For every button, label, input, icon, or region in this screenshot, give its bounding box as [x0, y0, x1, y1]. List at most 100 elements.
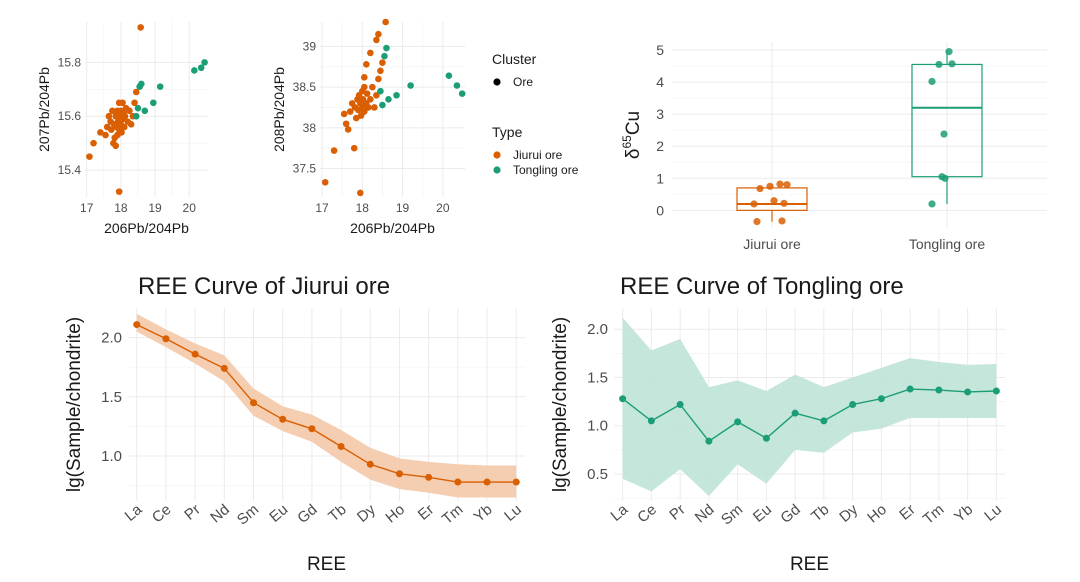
chart-title: REE Curve of Tongling ore: [620, 273, 904, 300]
jiurui-point: [109, 107, 116, 115]
x-tick-label-er: Er: [415, 501, 437, 524]
jiurui-point: [108, 126, 115, 133]
jiurui-point: [346, 108, 354, 115]
x-tick-label-dy: Dy: [354, 501, 379, 526]
x-tick-label-pr: Pr: [666, 501, 688, 524]
y-axis-title: 207Pb/204Pb: [36, 67, 52, 152]
x-axis-title: 206Pb/204Pb: [104, 220, 189, 236]
y-tick-label: 15.8: [58, 55, 82, 69]
jiurui-point: [127, 121, 135, 128]
jiurui-point: [379, 59, 386, 66]
ree-point-eu: [762, 434, 770, 442]
y-tick-label: 1: [656, 170, 664, 186]
ree-point-yb: [483, 478, 491, 486]
x-tick-label-eu: Eu: [750, 501, 775, 526]
ree-point-la: [133, 321, 141, 329]
x-axis-title: REE: [307, 554, 346, 575]
tongling-point: [377, 87, 384, 95]
ree-jiurui-panel: 1.0 1.5 2.0 La Ce Pr Nd Sm Eu Gd Tb Dy Ho Er Tm Yb Lu REE…: [64, 273, 525, 575]
y-axis-title-sup: 65: [620, 135, 634, 149]
jiurui-point: [780, 199, 788, 207]
ree-point-yb: [964, 388, 972, 396]
jiurui-point: [770, 197, 778, 205]
mean-line: [622, 388, 997, 443]
chart-title: REE Curve of Jiurui ore: [138, 273, 390, 300]
tongling-point: [928, 77, 936, 86]
x-tick-label: 20: [436, 201, 450, 215]
x-tick-label: 18: [356, 201, 370, 215]
jiurui-point: [753, 217, 761, 226]
y-axis-title: 208Pb/204Pb: [271, 67, 287, 152]
x-tick-label-tm: Tm: [439, 501, 467, 528]
x-tick-label-ce: Ce: [634, 501, 660, 526]
y-axis-title: lg(Sample/chondrite): [64, 317, 85, 492]
jiurui-point: [361, 83, 368, 91]
jiurui-point: [350, 144, 358, 152]
tongling-point: [928, 200, 936, 208]
ree-point-pr: [191, 350, 199, 358]
tongling-point: [945, 48, 953, 56]
y-tick-label: 2.0: [587, 321, 608, 338]
x-tick-label-tm: Tm: [920, 501, 948, 528]
jiurui-point: [750, 200, 758, 208]
x-tick-label: 19: [148, 201, 162, 215]
x-tick-label-lu: Lu: [501, 501, 525, 525]
x-tick-label-gd: Gd: [294, 501, 320, 527]
jiurui-point: [118, 129, 125, 136]
jiurui-point: [375, 30, 382, 38]
tongling-point: [407, 82, 414, 89]
jiurui-point: [86, 153, 93, 160]
x-tick-label-lu: Lu: [981, 501, 1005, 525]
x-tick-label: Jiurui ore: [743, 236, 801, 252]
jiurui-point: [361, 108, 368, 115]
tongling-point: [385, 96, 392, 103]
x-tick-label-yb: Yb: [471, 501, 496, 526]
jiurui-point: [363, 61, 370, 68]
x-tick-label-ho: Ho: [864, 501, 890, 526]
jiurui-point: [373, 91, 380, 99]
jiurui-point: [126, 107, 133, 115]
legend-jiurui-key: [493, 151, 501, 159]
mean-line: [136, 323, 517, 483]
jiurui-point: [120, 123, 128, 131]
legend-tongling-label: Tongling ore: [513, 163, 579, 177]
ree-point-nd: [705, 437, 713, 445]
jiurui-point: [361, 74, 368, 81]
jiurui-point: [344, 126, 352, 133]
y-tick-label: 39: [303, 39, 317, 53]
jiurui-point: [373, 36, 380, 44]
y-axis-title-tail: Cu: [623, 111, 644, 135]
ree-point-lu: [992, 387, 1000, 395]
ree-point-dy: [849, 401, 857, 408]
x-tick-label-sm: Sm: [234, 501, 262, 528]
jiurui-point: [377, 67, 384, 75]
jiurui-point: [321, 179, 329, 186]
y-tick-label: 2: [656, 138, 664, 154]
ree-point-eu: [279, 415, 287, 423]
x-tick-label: 17: [315, 201, 329, 215]
legend-tongling-key: [493, 166, 501, 174]
legend-ore-label: Ore: [513, 75, 533, 89]
y-tick-label: 1.0: [101, 448, 122, 465]
tongling-point: [132, 112, 140, 120]
tongling-point: [381, 52, 388, 60]
jiurui-point: [783, 181, 791, 189]
ree-point-tb: [820, 417, 828, 425]
jiurui-point: [97, 129, 104, 136]
tongling-point: [150, 99, 157, 107]
ree-point-sm: [734, 418, 742, 426]
legend-jiurui-label: Jiurui ore: [513, 148, 563, 162]
x-tick-label-nd: Nd: [207, 501, 233, 526]
x-tick-label-dy: Dy: [836, 501, 861, 526]
jiurui-point: [778, 217, 786, 225]
x-tick-label-ce: Ce: [149, 501, 175, 526]
jiurui-point: [112, 142, 120, 150]
y-tick-label: 3: [656, 106, 664, 122]
x-tick-label: 19: [396, 201, 410, 215]
jiurui-point: [776, 180, 784, 188]
x-axis-title: REE: [790, 554, 829, 575]
pb207-scatter-panel: 17 18 19 20 15.4 15.6 15.8 206Pb/204Pb 207Pb/204…: [36, 22, 208, 236]
tongling-point: [948, 60, 956, 68]
legend-ore-key: [493, 78, 501, 86]
